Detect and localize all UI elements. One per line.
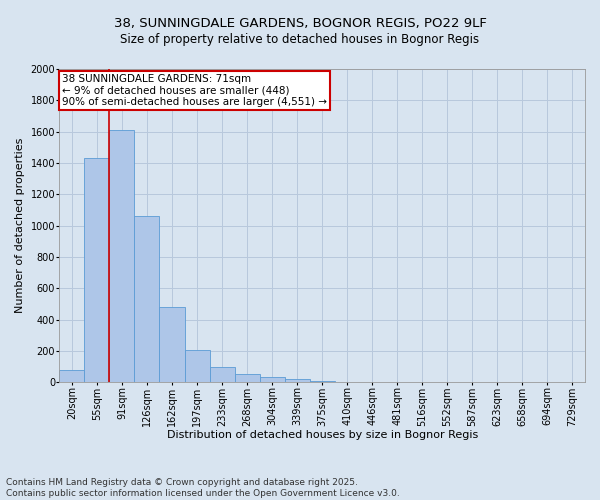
Bar xyxy=(85,158,109,382)
Bar xyxy=(260,378,284,382)
Text: Contains HM Land Registry data © Crown copyright and database right 2025.
Contai: Contains HM Land Registry data © Crown c… xyxy=(6,478,400,498)
Bar xyxy=(59,370,85,382)
Bar xyxy=(134,216,160,382)
X-axis label: Distribution of detached houses by size in Bognor Regis: Distribution of detached houses by size … xyxy=(167,430,478,440)
Bar xyxy=(109,130,134,382)
Bar xyxy=(284,379,310,382)
Bar xyxy=(185,350,209,382)
Bar xyxy=(235,374,260,382)
Text: Size of property relative to detached houses in Bognor Regis: Size of property relative to detached ho… xyxy=(121,32,479,46)
Bar xyxy=(209,366,235,382)
Y-axis label: Number of detached properties: Number of detached properties xyxy=(15,138,25,314)
Text: 38, SUNNINGDALE GARDENS, BOGNOR REGIS, PO22 9LF: 38, SUNNINGDALE GARDENS, BOGNOR REGIS, P… xyxy=(113,18,487,30)
Bar xyxy=(310,380,335,382)
Bar xyxy=(160,307,185,382)
Text: 38 SUNNINGDALE GARDENS: 71sqm
← 9% of detached houses are smaller (448)
90% of s: 38 SUNNINGDALE GARDENS: 71sqm ← 9% of de… xyxy=(62,74,327,107)
